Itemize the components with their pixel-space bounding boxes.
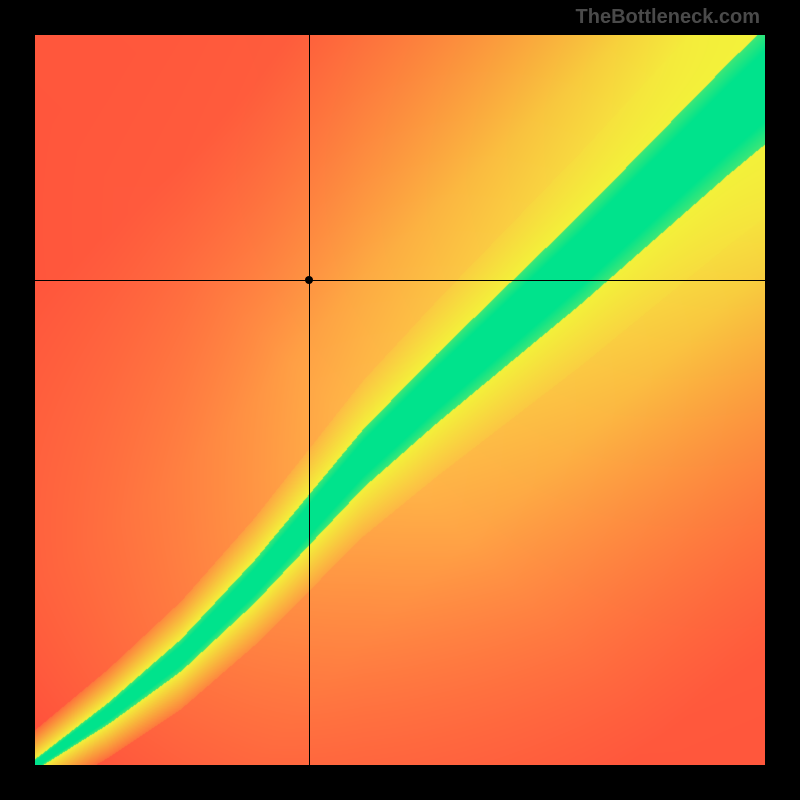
attribution-text: TheBottleneck.com — [576, 6, 760, 29]
crosshair-vertical — [309, 35, 310, 765]
crosshair-horizontal — [35, 280, 765, 281]
marker-point — [305, 276, 313, 284]
bottleneck-heatmap — [35, 35, 765, 765]
heatmap-canvas — [35, 35, 765, 765]
